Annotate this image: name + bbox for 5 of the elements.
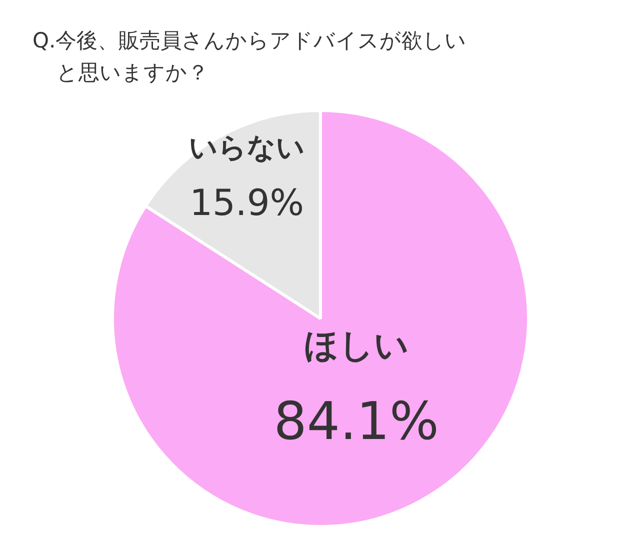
slice-label: いらない	[188, 130, 305, 164]
data-label: 84.1%	[274, 392, 439, 452]
chart-title: Q.今後、販売員さんからアドバイスが欲しいと思いますか？	[32, 28, 467, 84]
data-label: 15.9%	[190, 182, 304, 224]
slice-label: ほしい	[304, 326, 409, 366]
